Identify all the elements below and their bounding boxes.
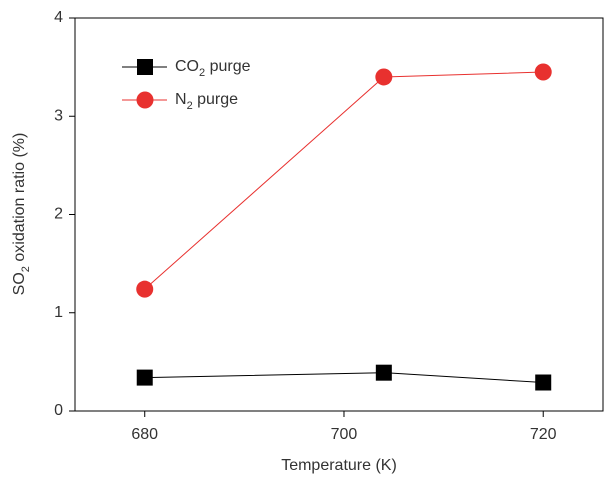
y-tick-label: 4 <box>54 9 63 26</box>
data-point <box>136 280 154 298</box>
legend-marker <box>136 91 154 109</box>
x-axis-label: Temperature (K) <box>281 457 397 474</box>
data-point <box>535 374 552 391</box>
legend-label: CO2 purge <box>175 58 251 79</box>
y-tick-label: 2 <box>54 206 63 223</box>
data-point <box>534 63 552 81</box>
x-tick-label: 720 <box>530 426 557 443</box>
data-point <box>375 364 392 381</box>
legend-label: N2 purge <box>175 91 238 112</box>
data-point <box>375 68 393 86</box>
y-tick-label: 3 <box>54 107 63 124</box>
legend-marker <box>137 59 153 75</box>
data-point <box>136 369 153 386</box>
y-axis-label: SO2 oxidation ratio (%) <box>11 133 32 296</box>
plot-frame <box>74 17 604 412</box>
x-tick-label: 700 <box>331 426 358 443</box>
series-line <box>144 372 544 384</box>
x-tick-label: 680 <box>131 426 158 443</box>
y-tick-label: 1 <box>54 304 63 321</box>
y-tick-label: 0 <box>54 402 63 419</box>
